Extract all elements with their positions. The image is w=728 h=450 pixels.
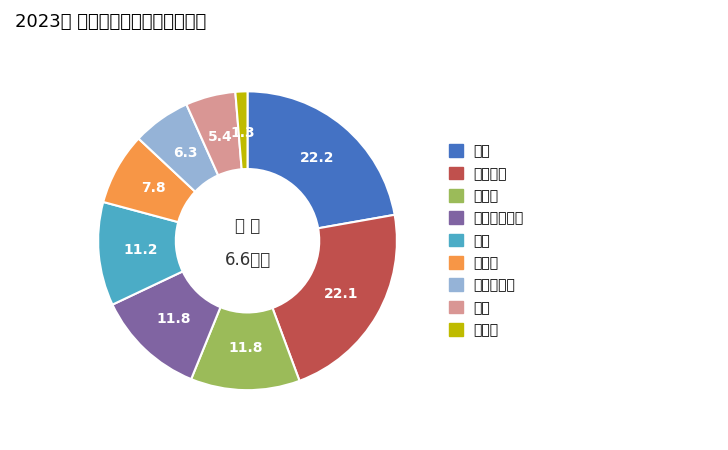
Text: 11.8: 11.8 — [157, 312, 191, 326]
Wedge shape — [248, 91, 395, 228]
Text: 11.2: 11.2 — [123, 243, 158, 257]
Text: 11.8: 11.8 — [229, 341, 263, 356]
Text: 22.2: 22.2 — [299, 151, 334, 165]
Wedge shape — [272, 215, 397, 381]
Legend: 米国, フランス, ロシア, インドネシア, 韓国, カナダ, フィリピン, 英国, その他: 米国, フランス, ロシア, インドネシア, 韓国, カナダ, フィリピン, 英… — [448, 144, 524, 337]
Text: 6.6億円: 6.6億円 — [224, 251, 271, 269]
Text: 1.3: 1.3 — [231, 126, 256, 140]
Text: 5.4: 5.4 — [208, 130, 233, 144]
Wedge shape — [138, 104, 218, 192]
Wedge shape — [112, 271, 221, 379]
Wedge shape — [186, 92, 242, 176]
Wedge shape — [103, 139, 195, 222]
Text: 7.8: 7.8 — [141, 181, 166, 195]
Wedge shape — [98, 202, 183, 305]
Text: 22.1: 22.1 — [323, 287, 358, 301]
Wedge shape — [235, 91, 248, 169]
Text: 総 額: 総 額 — [235, 217, 260, 235]
Wedge shape — [191, 307, 299, 390]
Text: 2023年 輸出相手国のシェア（％）: 2023年 輸出相手国のシェア（％） — [15, 14, 206, 32]
Text: 6.3: 6.3 — [173, 146, 197, 160]
